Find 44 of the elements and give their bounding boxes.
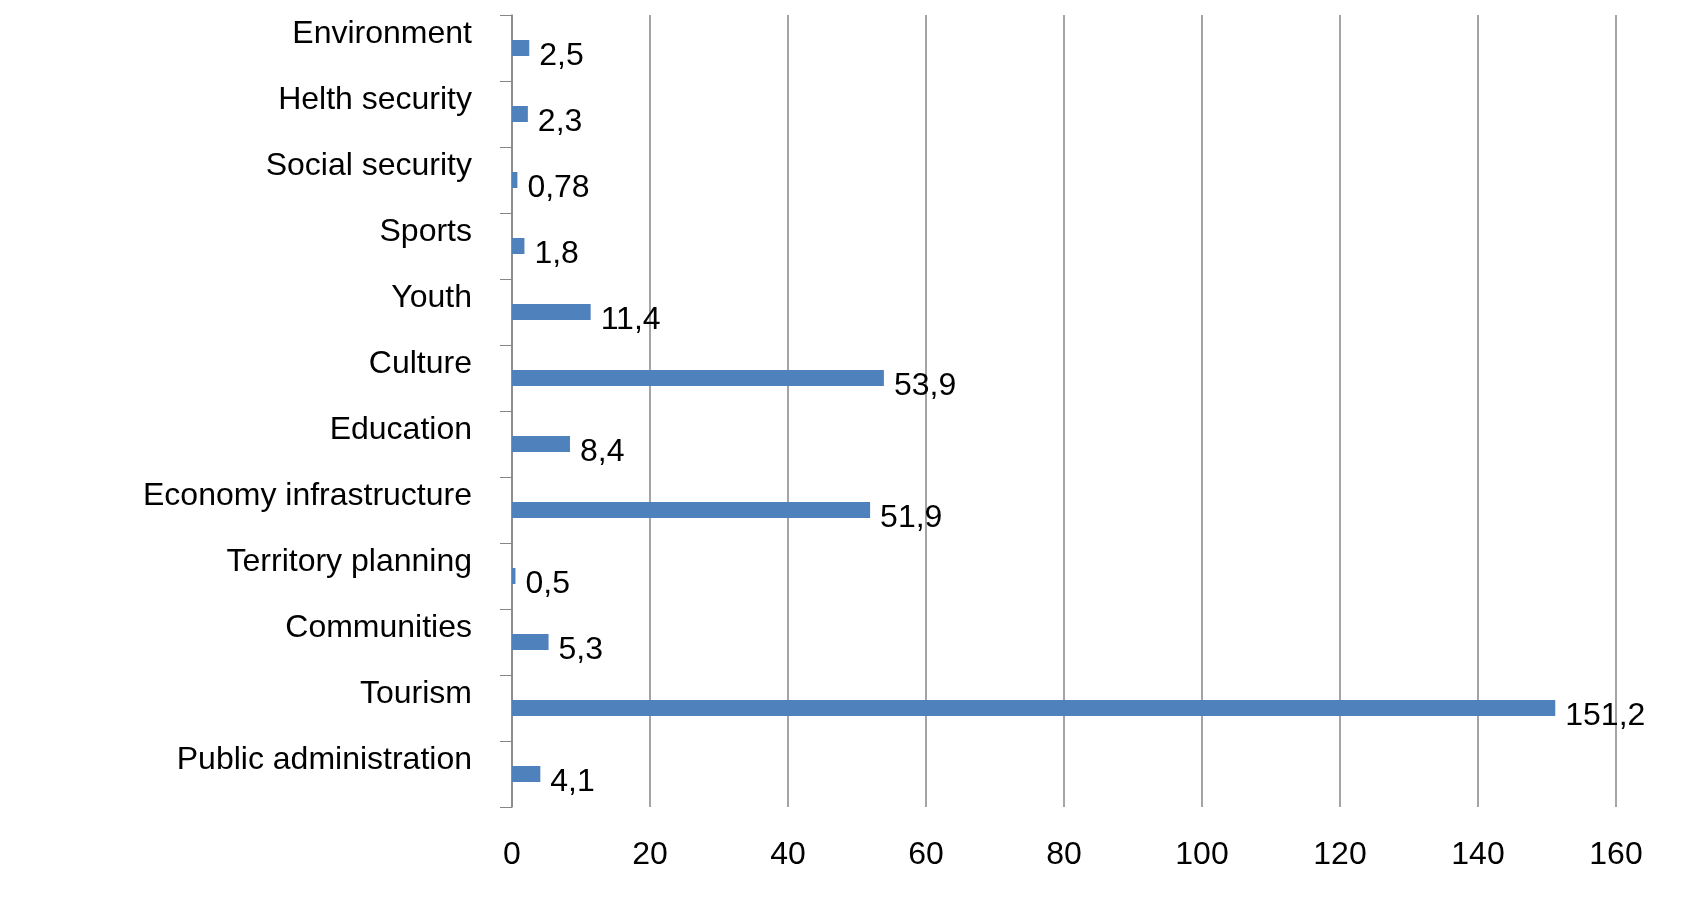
y-tick-label: Tourism <box>359 674 472 710</box>
y-tick-label: Sports <box>379 212 472 248</box>
bar <box>512 106 528 122</box>
bar <box>512 238 525 254</box>
data-label: 2,3 <box>537 102 583 138</box>
data-label: 0,78 <box>527 168 590 204</box>
bar <box>512 634 549 650</box>
bar <box>512 40 530 56</box>
data-label: 4,1 <box>550 762 595 798</box>
x-tick-label: 140 <box>1451 835 1505 871</box>
data-label: 8,4 <box>579 432 625 468</box>
x-tick-label: 20 <box>632 835 668 871</box>
x-tick-label: 100 <box>1175 835 1229 871</box>
bar <box>512 766 541 782</box>
bar <box>512 304 591 320</box>
y-tick-label: Helth security <box>278 80 472 116</box>
y-tick-label: Economy infrastructure <box>142 476 472 512</box>
bar <box>512 436 570 452</box>
y-tick-label: Social security <box>265 146 472 182</box>
x-tick-label: 120 <box>1313 835 1367 871</box>
data-label: 1,8 <box>534 234 579 270</box>
data-label: 5,3 <box>558 630 604 666</box>
y-tick-label: Environment <box>292 14 473 50</box>
data-label: 151,2 <box>1565 696 1646 732</box>
x-tick-label: 60 <box>908 835 944 871</box>
data-label: 11,4 <box>600 300 661 336</box>
data-label: 2,5 <box>539 36 584 72</box>
y-tick-label: Youth <box>391 278 472 314</box>
data-label: 0,5 <box>525 564 570 600</box>
bar <box>512 502 871 518</box>
y-tick-label: Culture <box>368 344 472 380</box>
y-tick-label: Public administration <box>176 740 472 776</box>
y-tick-label: Education <box>329 410 472 446</box>
y-tick-label: Territory planning <box>226 542 472 578</box>
x-tick-label: 80 <box>1046 835 1082 871</box>
data-label: 51,9 <box>880 498 943 534</box>
x-tick-label: 160 <box>1589 835 1643 871</box>
bar <box>512 700 1556 716</box>
data-label: 53,9 <box>893 366 957 402</box>
x-tick-label: 0 <box>503 835 521 871</box>
y-tick-label: Communities <box>285 608 472 644</box>
x-tick-label: 40 <box>770 835 806 871</box>
bar <box>512 172 518 188</box>
bar <box>512 370 884 386</box>
